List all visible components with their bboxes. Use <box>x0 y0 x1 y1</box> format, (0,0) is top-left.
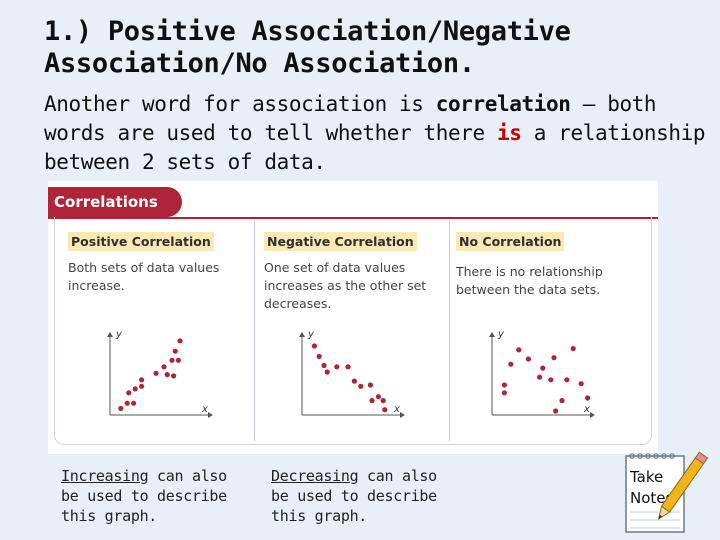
data-point <box>132 386 138 392</box>
data-point <box>516 347 522 353</box>
negative-column: Negative Correlation One set of data val… <box>264 231 449 313</box>
y-axis-arrow <box>299 332 305 337</box>
correlations-figure: Correlations Positive Correlation Both s… <box>48 181 658 454</box>
data-point <box>139 383 145 389</box>
data-point <box>578 381 584 387</box>
note-keyword-increasing: Increasing <box>61 467 149 485</box>
pencil-icon <box>657 451 709 521</box>
data-point <box>177 338 183 344</box>
data-point <box>540 365 546 371</box>
data-point <box>171 373 177 379</box>
data-point <box>131 400 137 406</box>
column-divider <box>254 221 255 441</box>
data-point <box>537 374 543 380</box>
data-point <box>553 408 559 414</box>
data-point <box>124 400 130 406</box>
figure-frame <box>54 217 652 445</box>
data-point <box>585 395 591 401</box>
notepad-spiral <box>629 453 675 459</box>
data-point <box>501 390 507 396</box>
negative-description: One set of data values increases as the … <box>264 260 427 311</box>
take-notes-icon: Take Notes <box>625 451 709 533</box>
y-axis-arrow <box>107 332 113 337</box>
data-point <box>311 343 317 349</box>
column-divider <box>449 221 450 441</box>
data-point <box>570 346 576 352</box>
data-point <box>345 364 351 370</box>
data-point <box>367 382 373 388</box>
note-text-decreasing: can also be used to describe this graph. <box>271 467 437 525</box>
banner-rule <box>48 217 658 219</box>
data-point <box>382 407 388 413</box>
data-point <box>164 372 170 378</box>
negative-scatter-plot: yx <box>299 329 405 418</box>
data-point <box>118 405 124 411</box>
data-point <box>351 378 357 384</box>
no-correlation-scatter-plot: yx <box>489 329 595 418</box>
positive-column: Positive Correlation Both sets of data v… <box>68 231 253 295</box>
intro-text-1: Another word for association is <box>44 92 436 116</box>
data-point <box>501 382 507 388</box>
x-axis-arrow <box>590 412 595 418</box>
notepad-lines <box>630 511 680 529</box>
x-axis-label: x <box>583 404 590 415</box>
data-point <box>551 355 557 361</box>
note-increasing: Increasing can also be used to describe … <box>61 466 251 526</box>
intro-emphasis-is: is <box>497 121 522 145</box>
data-point <box>139 377 145 383</box>
data-point <box>508 361 514 367</box>
intro-text-2: – both words are used to tell whether th… <box>44 92 657 145</box>
positive-scatter-plot: yx <box>107 329 213 418</box>
note-keyword-decreasing: Decreasing <box>271 467 359 485</box>
x-axis-arrow <box>400 412 405 418</box>
x-axis-arrow <box>208 412 213 418</box>
note-decreasing: Decreasing can also be used to describe … <box>271 466 461 526</box>
data-point <box>548 377 554 383</box>
no-correlation-column: No Correlation There is no relationship … <box>456 231 641 299</box>
y-axis-label: y <box>497 329 505 340</box>
data-point <box>175 357 181 363</box>
data-point <box>316 353 322 359</box>
x-axis-label: x <box>201 404 208 415</box>
data-point <box>172 348 178 354</box>
notepad-page <box>625 455 685 533</box>
data-point <box>380 398 386 404</box>
data-point <box>324 369 330 375</box>
data-point <box>334 364 340 370</box>
y-axis-label: y <box>307 329 315 340</box>
data-point <box>321 362 327 369</box>
intro-paragraph: Another word for association is correlat… <box>44 90 714 177</box>
take-notes-line2: Notes <box>630 489 674 507</box>
data-point <box>126 390 132 396</box>
take-notes-line1: Take <box>629 468 663 486</box>
positive-description: Both sets of data values increase. <box>68 260 220 293</box>
slide-title: 1.) Positive Association/Negative Associ… <box>44 16 571 79</box>
data-point <box>169 357 175 363</box>
data-point <box>369 398 375 404</box>
data-point <box>161 364 167 370</box>
data-point <box>358 383 364 389</box>
no-correlation-description: There is no relationship between the dat… <box>456 264 603 297</box>
data-point <box>564 377 570 383</box>
positive-heading: Positive Correlation <box>68 232 214 251</box>
data-point <box>153 370 159 376</box>
x-axis-label: x <box>393 404 400 415</box>
negative-heading: Negative Correlation <box>264 232 417 251</box>
data-point <box>375 394 381 400</box>
intro-text-3: a relationship between 2 sets of data. <box>44 121 706 174</box>
data-point <box>525 356 531 362</box>
data-point <box>559 398 565 404</box>
y-axis-label: y <box>115 329 123 340</box>
note-text-increasing: can also be used to describe this graph. <box>61 467 227 525</box>
no-correlation-heading: No Correlation <box>456 232 565 251</box>
figure-banner: Correlations <box>48 187 182 217</box>
y-axis-arrow <box>489 332 495 337</box>
intro-keyword-correlation: correlation <box>435 92 571 116</box>
